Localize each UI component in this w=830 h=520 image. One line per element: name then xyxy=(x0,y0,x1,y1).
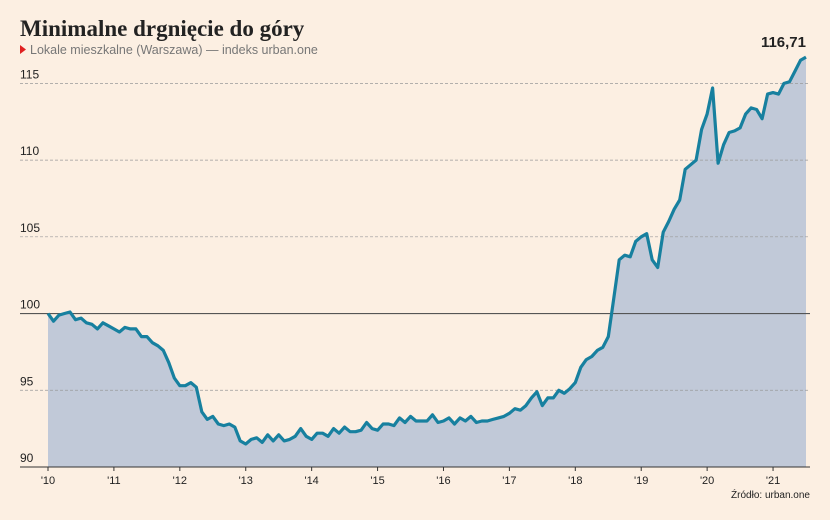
x-tick-label: '10 xyxy=(41,475,55,487)
source: Źródło: urban.one xyxy=(731,488,810,501)
x-tick-label: '18 xyxy=(568,475,582,487)
y-tick-label: 110 xyxy=(20,144,39,158)
area xyxy=(48,57,806,467)
x-tick-label: '17 xyxy=(502,475,516,487)
x-tick-label: '13 xyxy=(239,475,253,487)
y-tick-label: 115 xyxy=(20,67,39,81)
x-tick-label: '15 xyxy=(370,475,384,487)
y-tick-label: 105 xyxy=(20,221,40,235)
x-tick-label: '20 xyxy=(700,475,714,487)
x-tick-label: '12 xyxy=(173,475,187,487)
y-tick-label: 90 xyxy=(20,451,34,465)
chart-subtitle: Lokale mieszkalne (Warszawa) — indeks ur… xyxy=(30,43,318,57)
x-tick-label: '16 xyxy=(436,475,450,487)
x-tick-label: '14 xyxy=(304,475,318,487)
x-tick-label: '19 xyxy=(634,475,648,487)
value-label: 116,71 xyxy=(761,34,806,51)
subtitle-marker xyxy=(20,45,26,54)
line xyxy=(46,55,807,446)
chart-title: Minimalne drgnięcie do góry xyxy=(20,16,305,41)
x-tick-label: '11 xyxy=(107,475,121,487)
y-tick-label: 100 xyxy=(20,298,40,312)
y-tick-label: 95 xyxy=(20,374,34,388)
x-tick-label: '21 xyxy=(766,475,780,487)
